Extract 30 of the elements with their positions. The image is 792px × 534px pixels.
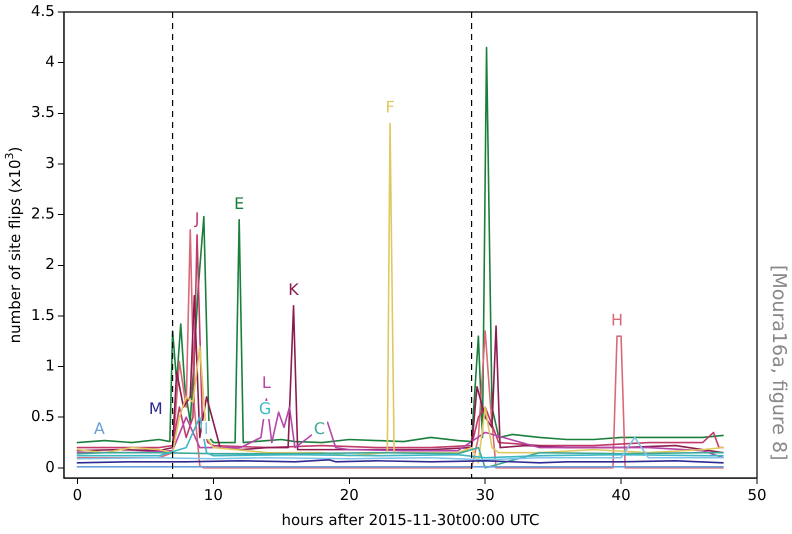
series-label: C (314, 419, 326, 438)
text: M (148, 399, 163, 418)
x-tick-label: 40 (612, 486, 631, 504)
text: [Moura16a, figure 8] (768, 265, 790, 461)
y-tick-label: 2.5 (30, 204, 55, 222)
x-tick-label: 30 (476, 486, 495, 504)
y-tick-label: 1.5 (30, 306, 55, 324)
series-label: H (610, 310, 624, 330)
series-label: A (94, 419, 105, 438)
x-tick-label: 50 (747, 486, 767, 504)
x-tick-label: 10 (204, 486, 223, 504)
series-label: E (234, 194, 244, 213)
series-label: L (262, 373, 271, 392)
y-tick-label: 0 (45, 458, 55, 476)
y-axis-title: number of site flips (x103) (2, 146, 24, 344)
x-tick-label: 0 (72, 486, 82, 504)
series-label: F (385, 98, 395, 117)
y-tick-label: 2 (45, 255, 55, 274)
y-tick-label: 1 (45, 356, 55, 374)
x-tick-label: 20 (340, 486, 359, 504)
series-label: J (194, 209, 200, 228)
y-tick-label: 3.5 (30, 103, 55, 122)
y-tick-label: 4.5 (30, 2, 55, 20)
y-tick-label: 4 (45, 52, 55, 71)
series-label: I (204, 419, 209, 438)
series-label: K (288, 280, 300, 299)
x-axis-title: hours after 2015-11-30t00:00 UTC (281, 510, 540, 529)
y-tick-label: 0.5 (30, 407, 55, 426)
text: G (258, 399, 272, 418)
y-tick-label: 3 (45, 154, 55, 172)
